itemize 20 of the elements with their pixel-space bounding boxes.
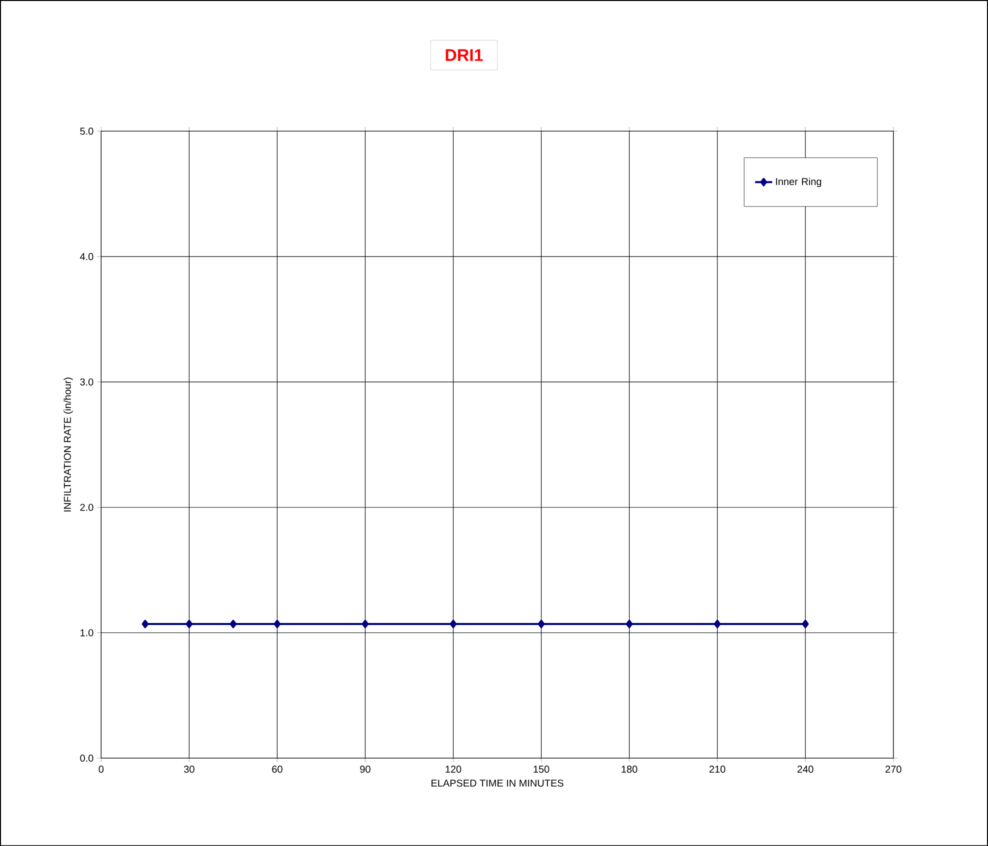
y-tick-label: 4.0 <box>80 252 94 260</box>
y-tick-label: 2.0 <box>80 504 94 511</box>
y-tick-label: 0.0 <box>80 754 94 762</box>
x-tick-label: 270 <box>886 766 902 773</box>
x-tick-label: 90 <box>360 766 370 773</box>
y-tick-label: 1.0 <box>80 629 94 636</box>
y-tick-label: 3.0 <box>80 378 94 386</box>
x-tick-label: 210 <box>710 766 726 773</box>
y-tick-label: 5.0 <box>80 128 94 135</box>
x-tick-label: 120 <box>446 766 462 773</box>
x-tick-label: 180 <box>622 766 638 773</box>
x-axis-title: ELAPSED TIME IN MINUTES <box>432 779 564 787</box>
legend-label: Inner Ring <box>776 178 822 187</box>
y-axis-title: INFILTRATION RATE (in/hour) <box>64 378 73 512</box>
x-tick-label: 30 <box>184 766 194 773</box>
x-tick-label: 150 <box>534 766 550 773</box>
x-tick-label: 60 <box>272 766 282 773</box>
x-tick-label: 240 <box>798 766 814 773</box>
chart-title: DRI1 <box>446 49 483 61</box>
x-tick-label: 0 <box>98 766 104 773</box>
